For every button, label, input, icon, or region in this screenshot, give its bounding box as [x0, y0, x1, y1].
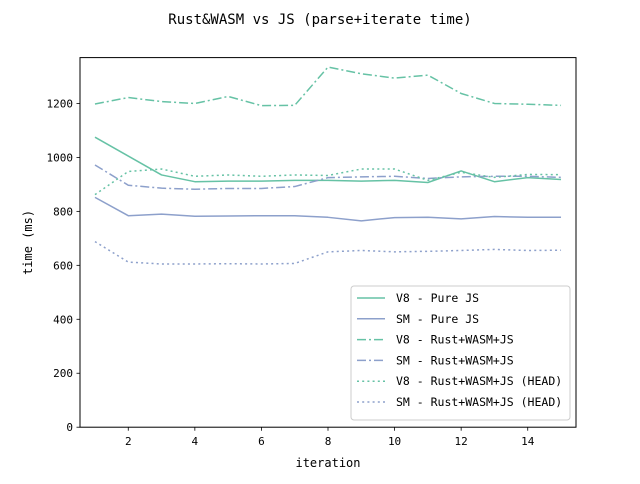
y-tick-label: 1200 [47, 97, 74, 110]
x-tick-label: 12 [455, 435, 468, 448]
series-line-sm-pure-js [94, 196, 562, 222]
y-axis-ticks: 0 200 400 600 800 1000 1200 [47, 97, 80, 434]
x-tick-label: 10 [388, 435, 401, 448]
legend-label-sm-rust-wasm-js-head: SM - Rust+WASM+JS (HEAD) [396, 395, 562, 409]
series-line-v8-pure-js [94, 136, 562, 184]
legend-label-v8-rust-wasm-js-head: V8 - Rust+WASM+JS (HEAD) [396, 374, 562, 388]
x-tick-label: 8 [325, 435, 332, 448]
x-tick-label: 14 [521, 435, 535, 448]
x-tick-label: 2 [125, 435, 132, 448]
x-tick-label: 6 [258, 435, 265, 448]
y-tick-label: 600 [53, 259, 73, 272]
series-line-sm-rust-wasm-js [94, 164, 562, 190]
y-tick-label: 1000 [47, 151, 74, 164]
y-tick-label: 0 [66, 421, 73, 434]
y-tick-label: 200 [53, 367, 73, 380]
chart-title: Rust&WASM vs JS (parse+iterate time) [168, 12, 471, 28]
legend-label-sm-pure-js: SM - Pure JS [396, 312, 479, 326]
series-line-sm-rust-wasm-js-head [94, 240, 562, 265]
x-axis-label: iteration [295, 456, 360, 470]
legend: V8 - Pure JS SM - Pure JS V8 - Rust+WASM+J… [350, 285, 571, 421]
x-axis-ticks: 2 4 6 8 10 12 14 [125, 427, 535, 448]
legend-label-v8-rust-wasm-js: V8 - Rust+WASM+JS [396, 333, 514, 347]
series-line-v8-rust-wasm-js [94, 66, 562, 107]
legend-box [350, 285, 571, 421]
legend-label-v8-pure-js: V8 - Pure JS [396, 291, 479, 305]
legend-label-sm-rust-wasm-js: SM - Rust+WASM+JS [396, 353, 514, 367]
x-tick-label: 4 [192, 435, 199, 448]
y-tick-label: 800 [53, 205, 73, 218]
y-tick-label: 400 [53, 313, 73, 326]
y-axis-label: time (ms) [21, 210, 35, 275]
series-line-v8-rust-wasm-js-head [94, 168, 562, 196]
plot-lines [94, 66, 562, 265]
